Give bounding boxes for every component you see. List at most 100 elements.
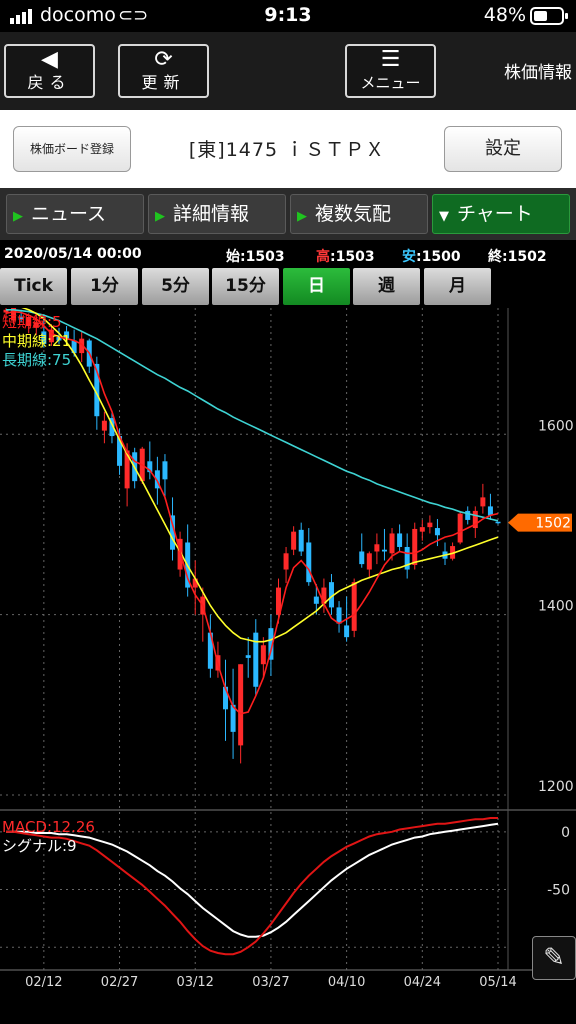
candle-body: [366, 553, 372, 570]
back-button[interactable]: ◀ 戻る: [4, 44, 95, 98]
tab-chart[interactable]: ▼ チャート: [432, 194, 570, 234]
candle-body: [3, 309, 9, 313]
candle-body: [381, 549, 387, 552]
candle-body: [389, 533, 395, 554]
candle-body: [117, 436, 123, 466]
timeframe-weekly[interactable]: 週: [353, 268, 420, 305]
candle-body: [374, 544, 380, 552]
candle-body: [64, 331, 70, 339]
candle-body: [33, 322, 39, 328]
menu-list-icon: ☰: [380, 47, 401, 72]
timeframe-1min[interactable]: 1分: [71, 268, 138, 305]
open-label: 始:: [226, 249, 246, 265]
candle-body: [457, 513, 463, 543]
ma-legend-label: 長期線:75: [2, 351, 71, 369]
x-tick-label: 03/12: [176, 975, 213, 990]
candle-body: [230, 704, 236, 732]
candle-body: [404, 546, 410, 570]
candle-body: [41, 331, 47, 345]
y-tick-label: 0: [561, 825, 570, 841]
candle-body: [71, 340, 77, 354]
candle-body: [154, 470, 160, 489]
carrier-name: docomo: [40, 4, 116, 26]
x-tick-label: 04/10: [328, 975, 365, 990]
candle-body: [328, 582, 334, 608]
tab-news[interactable]: ▶ ニュース: [6, 194, 144, 234]
tab-label: ニュース: [31, 203, 107, 225]
x-tick-label: 05/14: [479, 975, 516, 990]
candle-body: [192, 578, 198, 588]
reload-button-label: 更新: [141, 73, 186, 92]
close-value: 1502: [507, 249, 547, 265]
status-time: 9:13: [264, 4, 312, 26]
low-label: 安: [402, 249, 416, 265]
tab-detail[interactable]: ▶ 詳細情報: [148, 194, 286, 234]
battery-icon: [530, 7, 568, 25]
candle-body: [472, 510, 478, 529]
back-arrow-icon: ◀: [41, 47, 58, 72]
candle-body: [162, 461, 168, 480]
candle-body: [268, 628, 274, 660]
register-board-button[interactable]: 株価ボード登録: [13, 126, 131, 172]
last-price-label: 1502: [535, 516, 571, 532]
timeframe-15min[interactable]: 15分: [212, 268, 279, 305]
tab-arrow-icon: ▶: [155, 209, 165, 224]
candle-body: [170, 515, 176, 550]
pencil-icon: ✎: [543, 943, 565, 973]
candle-body: [48, 329, 54, 343]
timeframe-5min[interactable]: 5分: [142, 268, 209, 305]
tab-label: 複数気配: [315, 203, 392, 225]
candle-body: [79, 338, 85, 354]
candle-body: [109, 418, 115, 437]
candle-body: [207, 632, 213, 669]
candle-body: [245, 655, 251, 658]
timeframe-daily[interactable]: 日: [283, 268, 350, 305]
long-ma-line: [6, 308, 499, 522]
candle-body: [434, 528, 440, 536]
link-icon: ⊂⊃: [118, 5, 149, 26]
last-price-tag: [508, 513, 572, 532]
reload-button[interactable]: ⟳ 更新: [118, 44, 209, 98]
timeframe-bar: Tick 1分 5分 15分 日 週 月: [0, 268, 576, 308]
menu-button-label: メニュー: [360, 74, 421, 92]
low-value: :1500: [416, 249, 461, 265]
draw-pencil-button[interactable]: ✎: [532, 936, 576, 980]
candle-body: [313, 596, 319, 604]
signal-icon: [10, 9, 32, 24]
candle-body: [419, 527, 425, 532]
candle-body: [495, 521, 501, 524]
candle-body: [223, 686, 229, 710]
mid-ma-line: [21, 308, 499, 643]
quote-info: 2020/05/14 00:00 始:1503 高:1503 安:1500 終:…: [0, 240, 576, 268]
timeframe-tick[interactable]: Tick: [0, 268, 67, 305]
candle-body: [275, 587, 281, 615]
quote-date: 2020/05/14 00:00: [4, 246, 142, 262]
settings-button[interactable]: 設定: [444, 126, 562, 172]
macd-line: [6, 817, 498, 956]
candle-body: [124, 450, 130, 489]
signal-line: [6, 822, 499, 938]
candle-body: [450, 546, 456, 559]
close-label: 終:: [488, 249, 508, 265]
candle-body: [94, 363, 100, 417]
ma-legend-label: 短期線:5: [2, 313, 62, 331]
macd-legend-label: MACD:12.26: [2, 818, 95, 836]
candle-body: [101, 420, 107, 431]
candle-body: [26, 317, 32, 327]
menu-button[interactable]: ☰ メニュー: [345, 44, 436, 98]
candle-body: [321, 587, 327, 604]
tab-label: 詳細情報: [173, 203, 250, 225]
tab-depth[interactable]: ▶ 複数気配: [290, 194, 428, 234]
section-tabs: ▶ ニュース ▶ 詳細情報 ▶ 複数気配 ▼ チャート: [0, 188, 576, 240]
open-value: 1503: [245, 249, 285, 265]
stock-chart[interactable]: 02/12 02/27 03/12 03/27 04/10 04/24 05/14 1600 1…: [0, 308, 576, 1024]
y-tick-label: 1600: [538, 418, 574, 434]
battery-percent: 48%: [483, 4, 526, 26]
candle-body: [253, 632, 259, 687]
candle-body: [344, 625, 350, 638]
candle-body: [11, 308, 17, 321]
timeframe-monthly[interactable]: 月: [424, 268, 491, 305]
candle-body: [147, 461, 153, 473]
tab-arrow-icon: ▶: [13, 209, 23, 224]
x-tick-label: 04/24: [404, 975, 441, 990]
